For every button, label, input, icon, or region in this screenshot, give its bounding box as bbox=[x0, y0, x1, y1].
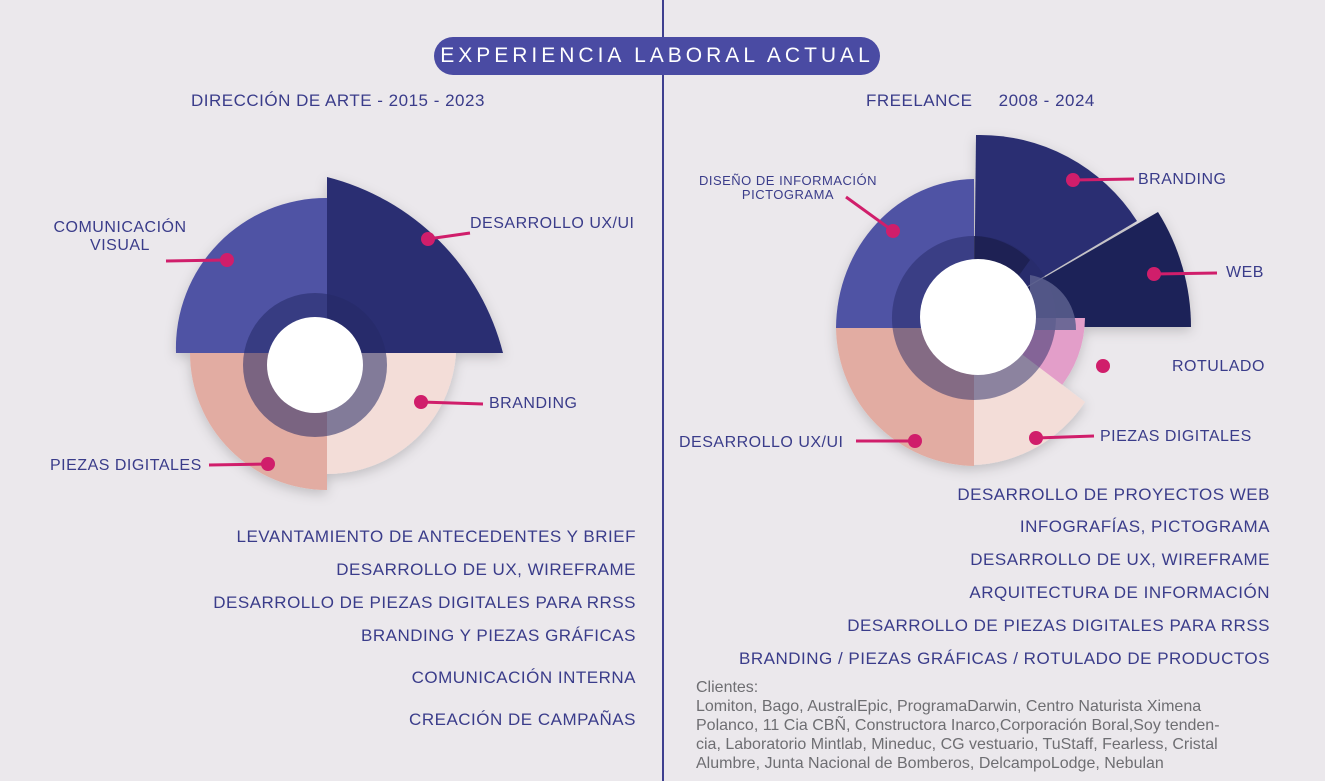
clients-line: Alumbre, Junta Nacional de Bomberos, Del… bbox=[696, 755, 1164, 772]
right-task-1: DESARROLLO DE PROYECTOS WEB bbox=[957, 485, 1270, 504]
left-task-1: LEVANTAMIENTO DE ANTECEDENTES Y BRIEF bbox=[236, 527, 636, 546]
left-label-ux: DESARROLLO UX/UI bbox=[470, 215, 635, 232]
right-label-piezas: PIEZAS DIGITALES bbox=[1100, 428, 1252, 445]
left-task-5: COMUNICACIÓN INTERNA bbox=[411, 668, 636, 687]
right-inner-ring-web bbox=[1030, 275, 1077, 330]
center-divider bbox=[662, 0, 664, 781]
right-task-2: INFOGRAFÍAS, PICTOGRAMA bbox=[1019, 517, 1270, 536]
left-label-branding: BRANDING bbox=[489, 395, 578, 412]
left-label-piezas: PIEZAS DIGITALES bbox=[50, 457, 202, 474]
clients-line: Lomiton, Bago, AustralEpic, ProgramaDarw… bbox=[696, 698, 1202, 715]
left-callouts bbox=[165, 231, 484, 471]
right-callouts bbox=[845, 173, 1218, 448]
right-inner-hole bbox=[920, 259, 1036, 375]
right-label-branding: BRANDING bbox=[1138, 171, 1227, 188]
left-task-2: DESARROLLO DE UX, WIREFRAME bbox=[336, 560, 636, 579]
clients-line: cia, Laboratorio Mintlab, Mineduc, CG ve… bbox=[696, 736, 1218, 753]
left-task-3: DESARROLLO DE PIEZAS DIGITALES PARA RRSS bbox=[213, 593, 636, 612]
left-inner-hole bbox=[267, 317, 363, 413]
right-label-web: WEB bbox=[1226, 264, 1264, 281]
right-task-5: DESARROLLO DE PIEZAS DIGITALES PARA RRSS bbox=[847, 616, 1270, 635]
right-task-4: ARQUITECTURA DE INFORMACIÓN bbox=[969, 583, 1270, 602]
right-label-ux: DESARROLLO UX/UI bbox=[679, 434, 844, 451]
right-subtitle: FREELANCE 2008 - 2024 bbox=[866, 91, 1095, 110]
left-label-comunicacion: COMUNICACIÓN VISUAL bbox=[53, 219, 187, 254]
left-task-6: CREACIÓN DE CAMPAÑAS bbox=[409, 710, 636, 729]
right-label-diseno: DISEÑO DE INFORMACIÓN PICTOGRAMA bbox=[698, 173, 878, 202]
clients-block: Clientes: Lomiton, Bago, AustralEpic, Pr… bbox=[696, 678, 1296, 773]
right-label-rotulado: ROTULADO bbox=[1172, 358, 1265, 375]
clients-label: Clientes: bbox=[696, 679, 759, 696]
left-task-4: BRANDING Y PIEZAS GRÁFICAS bbox=[361, 626, 636, 645]
left-subtitle: DIRECCIÓN DE ARTE - 2015 - 2023 bbox=[191, 91, 485, 110]
clients-line: Polanco, 11 Cia CBÑ, Constructora Inarco… bbox=[696, 717, 1220, 734]
right-task-6: BRANDING / PIEZAS GRÁFICAS / ROTULADO DE… bbox=[739, 649, 1270, 668]
page-title: EXPERIENCIA LABORAL ACTUAL bbox=[434, 37, 880, 75]
right-task-3: DESARROLLO DE UX, WIREFRAME bbox=[970, 550, 1270, 569]
